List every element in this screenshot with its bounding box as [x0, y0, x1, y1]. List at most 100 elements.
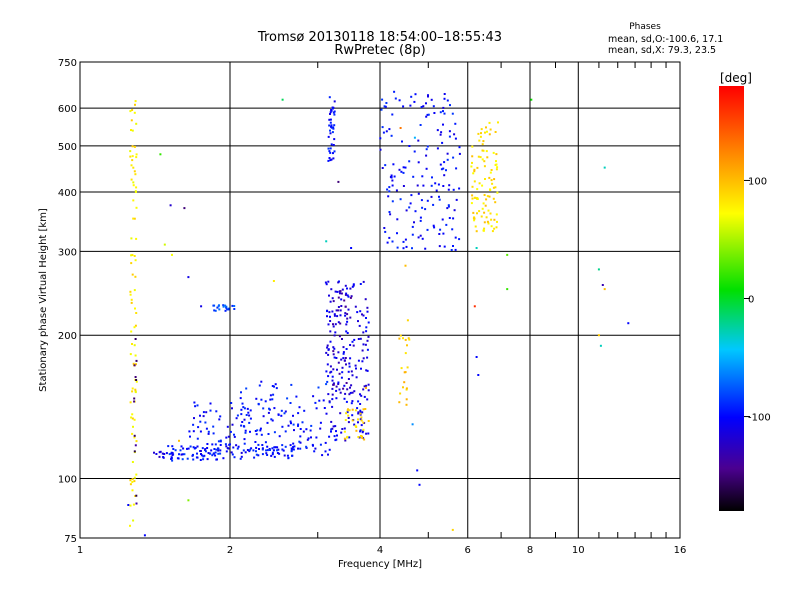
data-point — [483, 221, 486, 224]
data-point — [452, 188, 455, 191]
data-point — [471, 197, 474, 200]
data-point — [363, 395, 366, 398]
data-point — [448, 130, 451, 133]
data-point — [330, 430, 332, 433]
data-point — [207, 432, 210, 435]
data-point — [380, 108, 383, 111]
data-point — [430, 98, 433, 101]
data-point — [255, 453, 258, 456]
data-point — [506, 288, 509, 291]
data-point — [443, 97, 446, 100]
data-point — [129, 504, 132, 507]
data-point — [332, 368, 335, 371]
data-point — [242, 425, 245, 428]
data-point — [412, 175, 415, 178]
data-point — [603, 288, 606, 291]
data-point — [345, 400, 348, 403]
data-point — [367, 321, 370, 324]
data-point — [398, 99, 401, 102]
data-point — [257, 403, 260, 406]
data-point — [337, 351, 340, 354]
data-point — [327, 393, 330, 396]
data-point — [269, 398, 272, 401]
data-point — [440, 168, 443, 171]
data-point — [386, 241, 389, 244]
data-point — [135, 237, 138, 240]
data-point — [282, 449, 285, 452]
data-point — [425, 148, 428, 151]
data-point — [133, 436, 136, 439]
data-point — [332, 107, 334, 110]
data-point — [345, 292, 348, 295]
data-point — [134, 495, 137, 497]
colorbar-gradient — [719, 86, 744, 511]
data-point — [383, 227, 386, 229]
data-point — [212, 425, 215, 428]
data-point — [130, 254, 133, 257]
data-point — [343, 427, 346, 430]
data-point — [231, 423, 234, 426]
data-point — [335, 430, 337, 433]
data-point — [155, 453, 158, 455]
data-point — [332, 157, 335, 160]
data-point — [129, 110, 132, 113]
data-point — [293, 429, 295, 432]
data-point — [349, 287, 352, 290]
data-point — [249, 448, 252, 451]
data-point — [216, 458, 218, 461]
data-point — [389, 213, 392, 216]
data-point — [210, 449, 213, 452]
data-point — [129, 479, 132, 482]
data-point — [427, 113, 430, 116]
data-point — [219, 440, 222, 443]
data-point — [324, 441, 327, 444]
data-point — [603, 166, 606, 169]
data-point — [257, 443, 260, 446]
data-point — [346, 320, 349, 323]
data-point — [426, 228, 429, 231]
data-point — [473, 180, 476, 183]
data-point — [360, 367, 362, 370]
data-point — [404, 264, 407, 267]
data-point — [402, 386, 404, 389]
data-point — [414, 210, 417, 213]
data-point — [348, 393, 351, 396]
data-point — [325, 370, 328, 373]
data-point — [261, 453, 264, 456]
data-point — [196, 404, 199, 407]
data-point — [488, 133, 491, 136]
data-point — [134, 376, 137, 378]
data-point — [133, 111, 136, 114]
data-point — [299, 447, 302, 450]
data-point — [353, 423, 356, 426]
data-point — [325, 383, 328, 386]
data-point — [392, 163, 395, 166]
data-point — [196, 452, 198, 455]
data-point — [410, 194, 413, 197]
data-point — [347, 308, 350, 311]
data-point — [199, 459, 202, 461]
data-point — [482, 202, 485, 205]
data-point — [242, 406, 245, 409]
data-point — [130, 237, 133, 240]
data-point — [328, 118, 331, 121]
data-point — [402, 105, 405, 108]
data-point — [496, 220, 498, 223]
data-point — [325, 240, 328, 243]
colorbar-unit-label: [deg] — [720, 71, 752, 85]
data-point — [367, 389, 370, 392]
data-point — [134, 324, 137, 327]
data-point — [133, 289, 136, 292]
data-point — [439, 228, 442, 231]
data-point — [366, 306, 369, 309]
data-point — [328, 448, 331, 451]
data-point — [342, 346, 345, 349]
data-point — [430, 195, 433, 198]
data-point — [356, 311, 359, 314]
data-point — [314, 401, 317, 404]
data-point — [284, 445, 287, 448]
data-point — [442, 106, 445, 109]
data-point — [342, 352, 345, 355]
data-point — [357, 411, 360, 414]
